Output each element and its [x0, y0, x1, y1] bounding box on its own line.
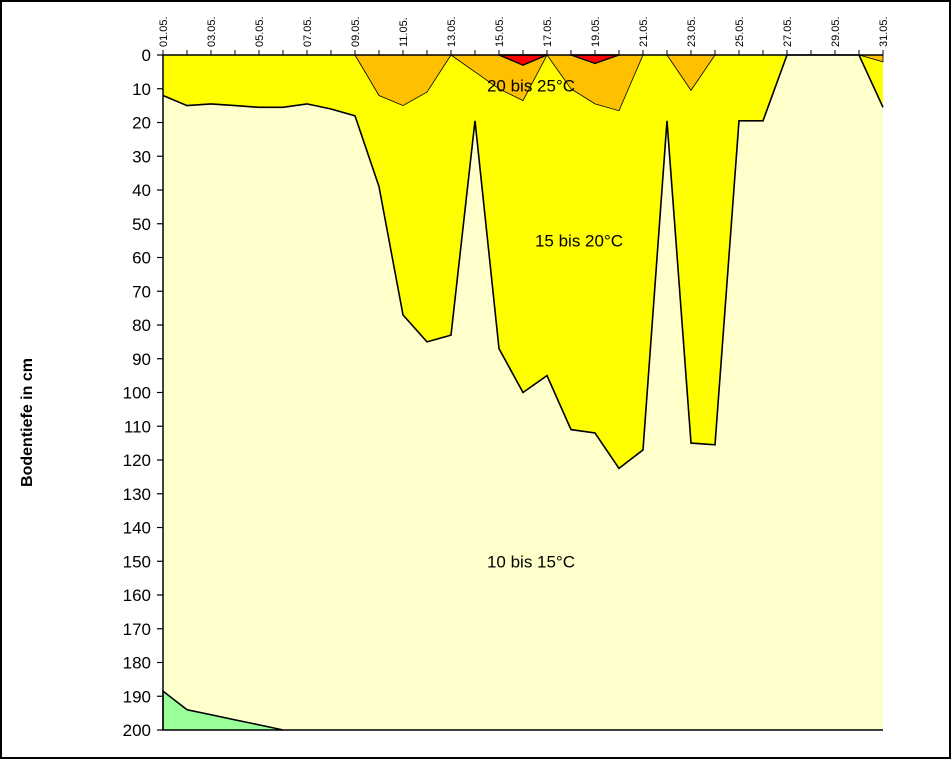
series-15-bis-20c: [162, 54, 884, 470]
area-5-bis-10c-1: [162, 689, 284, 731]
isotherm-15c-line: [162, 54, 884, 470]
y-tick-label: 70: [132, 282, 151, 301]
y-tick-label: 30: [132, 147, 151, 166]
x-tick-label: 23.05.: [686, 16, 698, 47]
x-tick-label: 09.05.: [350, 16, 362, 47]
x-tick-label: 25.05.: [734, 16, 746, 47]
x-tick-label: 15.05.: [494, 16, 506, 47]
y-tick-label: 90: [132, 350, 151, 369]
y-tick-label: 20: [132, 114, 151, 133]
x-tick-label: 05.05.: [254, 16, 266, 47]
x-tick-label: 31.05.: [878, 16, 890, 47]
area-15-bis-20c: [163, 55, 883, 469]
y-tick-label: 200: [123, 721, 151, 740]
x-tick-label: 17.05.: [542, 16, 554, 47]
x-tick-label: 03.05.: [206, 16, 218, 47]
x-tick-label: 11.05.: [398, 17, 410, 47]
x-tick-label: 01.05.: [158, 16, 170, 47]
y-tick-label: 190: [123, 687, 151, 706]
y-tick-label: 50: [132, 215, 151, 234]
zone-label-15-bis-20c: 15 bis 20°C: [535, 232, 623, 251]
x-tick-label: 19.05.: [590, 16, 602, 47]
x-tick-label: 29.05.: [830, 16, 842, 47]
zone-label-20-bis-25c: 20 bis 25°C: [487, 76, 575, 95]
zone-label-10-bis-15c: 10 bis 15°C: [487, 552, 575, 571]
x-tick-label: 21.05.: [638, 16, 650, 47]
series-5-bis-10c: [162, 689, 284, 731]
x-tick-label: 27.05.: [782, 16, 794, 47]
area-layers: [162, 54, 884, 731]
y-tick-label: 140: [123, 519, 151, 538]
y-tick-label: 150: [123, 552, 151, 571]
series-20-bis-25c: [354, 54, 884, 112]
y-tick-label: 60: [132, 249, 151, 268]
chart-labels: Bodentiefe in cm 20 bis 25°C 15 bis 20°C 10…: [19, 76, 623, 571]
axes: 0 10 20 30 40 50 60 70 80 90 100 110 120 130 140 150 160…: [123, 16, 890, 740]
y-tick-label: 0: [142, 46, 151, 65]
y-tick-label: 120: [123, 451, 151, 470]
x-tick-label: 13.05.: [446, 16, 458, 47]
y-tick-label: 130: [123, 485, 151, 504]
y-tick-label: 80: [132, 316, 151, 335]
y-tick-label: 110: [124, 417, 151, 436]
y-tick-label: 180: [123, 654, 151, 673]
y-tick-label: 10: [132, 80, 151, 99]
y-tick-label: 160: [123, 586, 151, 605]
y-tick-label: 170: [123, 620, 151, 639]
x-tick-label: 07.05.: [302, 16, 314, 47]
y-tick-label: 40: [132, 181, 151, 200]
y-tick-label: 100: [123, 384, 151, 403]
y-axis-label: Bodentiefe in cm: [19, 358, 36, 487]
